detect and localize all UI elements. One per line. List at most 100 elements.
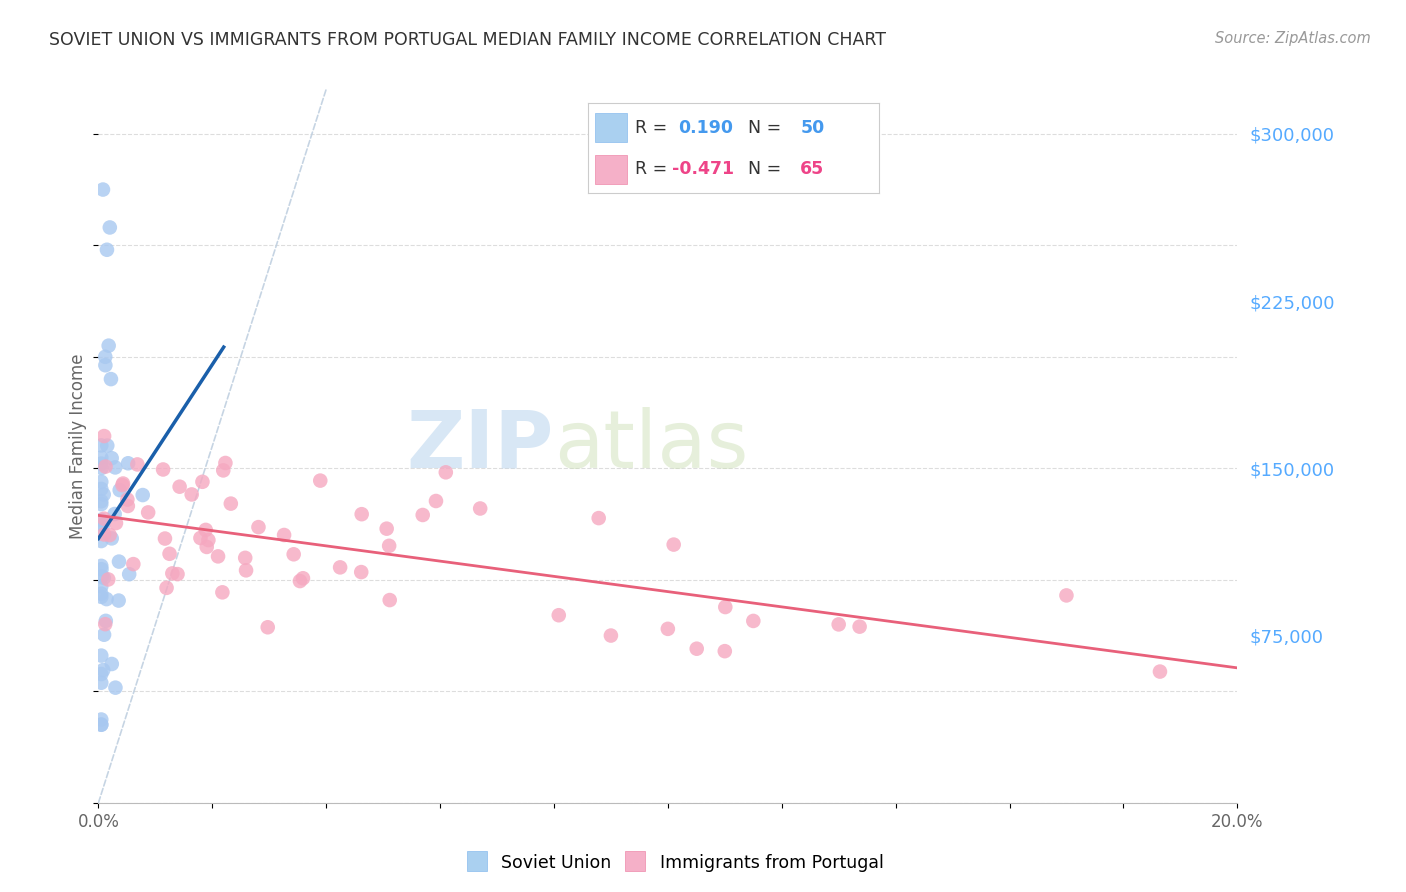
Point <box>247 520 270 534</box>
Point <box>90 457 112 471</box>
Point <box>742 614 765 628</box>
Point <box>98 528 121 542</box>
Text: SOVIET UNION VS IMMIGRANTS FROM PORTUGAL MEDIAN FAMILY INCOME CORRELATION CHART: SOVIET UNION VS IMMIGRANTS FROM PORTUGAL… <box>49 31 886 49</box>
Point <box>93 487 115 501</box>
Point <box>118 567 141 582</box>
Point <box>159 547 181 561</box>
Point <box>90 667 112 681</box>
Point <box>169 480 191 494</box>
Point <box>96 592 118 607</box>
Point <box>235 563 257 577</box>
Point <box>90 569 112 583</box>
Point <box>108 483 131 497</box>
Y-axis label: Median Family Income: Median Family Income <box>69 353 87 539</box>
Point <box>100 451 122 466</box>
Point <box>90 558 112 573</box>
Point <box>112 476 135 491</box>
Point <box>273 528 295 542</box>
Point <box>91 663 114 677</box>
Point <box>107 593 129 607</box>
Point <box>197 533 219 547</box>
Point <box>90 494 112 508</box>
Point <box>108 555 131 569</box>
Point <box>714 600 737 615</box>
Point <box>104 681 127 695</box>
Point <box>90 461 112 475</box>
Point <box>90 450 112 465</box>
Point <box>212 463 235 477</box>
Point <box>283 547 305 561</box>
Text: atlas: atlas <box>554 407 748 485</box>
Point <box>180 487 202 501</box>
Point <box>90 513 112 527</box>
Point <box>90 587 112 601</box>
Point <box>434 465 457 479</box>
Point <box>686 641 709 656</box>
Point <box>291 571 314 585</box>
Point <box>101 657 124 671</box>
Point <box>90 713 112 727</box>
Point <box>195 540 218 554</box>
Point <box>111 478 134 492</box>
Point <box>90 717 112 731</box>
Point <box>90 562 112 576</box>
Point <box>233 550 256 565</box>
Point <box>194 523 217 537</box>
Point <box>104 516 127 530</box>
Point <box>90 675 112 690</box>
Point <box>378 539 401 553</box>
Text: Source: ZipAtlas.com: Source: ZipAtlas.com <box>1215 31 1371 46</box>
Point <box>191 475 214 489</box>
Point <box>93 527 115 541</box>
Point <box>93 429 115 443</box>
Point <box>90 497 112 511</box>
Point <box>588 511 610 525</box>
Point <box>190 531 212 545</box>
Point <box>94 617 117 632</box>
Point <box>470 501 492 516</box>
Point <box>93 511 115 525</box>
Point <box>90 482 112 496</box>
Point <box>94 614 117 628</box>
Point <box>288 574 311 588</box>
Point <box>714 644 737 658</box>
Point <box>90 579 112 593</box>
Point <box>657 622 679 636</box>
Point <box>256 620 278 634</box>
Point <box>93 571 115 585</box>
Point <box>122 557 145 571</box>
Point <box>127 458 149 472</box>
Point <box>100 532 122 546</box>
Point <box>166 567 188 582</box>
Point <box>96 243 118 257</box>
Point <box>211 585 233 599</box>
Point <box>214 456 236 470</box>
Point <box>104 507 127 521</box>
Point <box>152 462 174 476</box>
Point <box>329 560 352 574</box>
Point <box>100 372 122 386</box>
Point <box>425 494 447 508</box>
Point <box>117 492 139 507</box>
Point <box>104 460 127 475</box>
Point <box>136 505 159 519</box>
Point <box>91 182 114 196</box>
Point <box>97 573 120 587</box>
Point <box>94 459 117 474</box>
Point <box>132 488 155 502</box>
Point <box>378 593 401 607</box>
Point <box>153 532 176 546</box>
Point <box>94 350 117 364</box>
Point <box>90 520 112 534</box>
Point <box>375 522 398 536</box>
Point <box>117 499 139 513</box>
Point <box>828 617 851 632</box>
Point <box>90 534 112 549</box>
Point <box>412 508 434 522</box>
Point <box>90 648 112 663</box>
Point <box>1056 589 1078 603</box>
Point <box>94 358 117 372</box>
Point <box>90 475 112 489</box>
Text: ZIP: ZIP <box>406 407 554 485</box>
Point <box>547 608 569 623</box>
